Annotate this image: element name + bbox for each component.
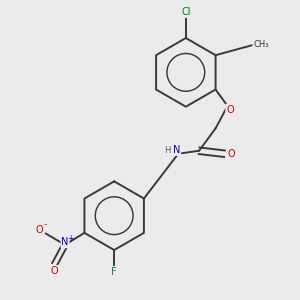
Text: F: F <box>111 267 117 277</box>
Text: O: O <box>36 226 43 236</box>
Text: O: O <box>51 266 58 276</box>
Text: N: N <box>173 145 180 155</box>
Text: Cl: Cl <box>181 7 190 17</box>
Text: +: + <box>67 234 74 243</box>
Text: O: O <box>227 149 235 159</box>
Text: H: H <box>164 146 170 154</box>
Text: O: O <box>226 104 234 115</box>
Text: -: - <box>44 220 46 230</box>
Text: N: N <box>61 237 69 248</box>
Text: CH₃: CH₃ <box>253 40 268 50</box>
